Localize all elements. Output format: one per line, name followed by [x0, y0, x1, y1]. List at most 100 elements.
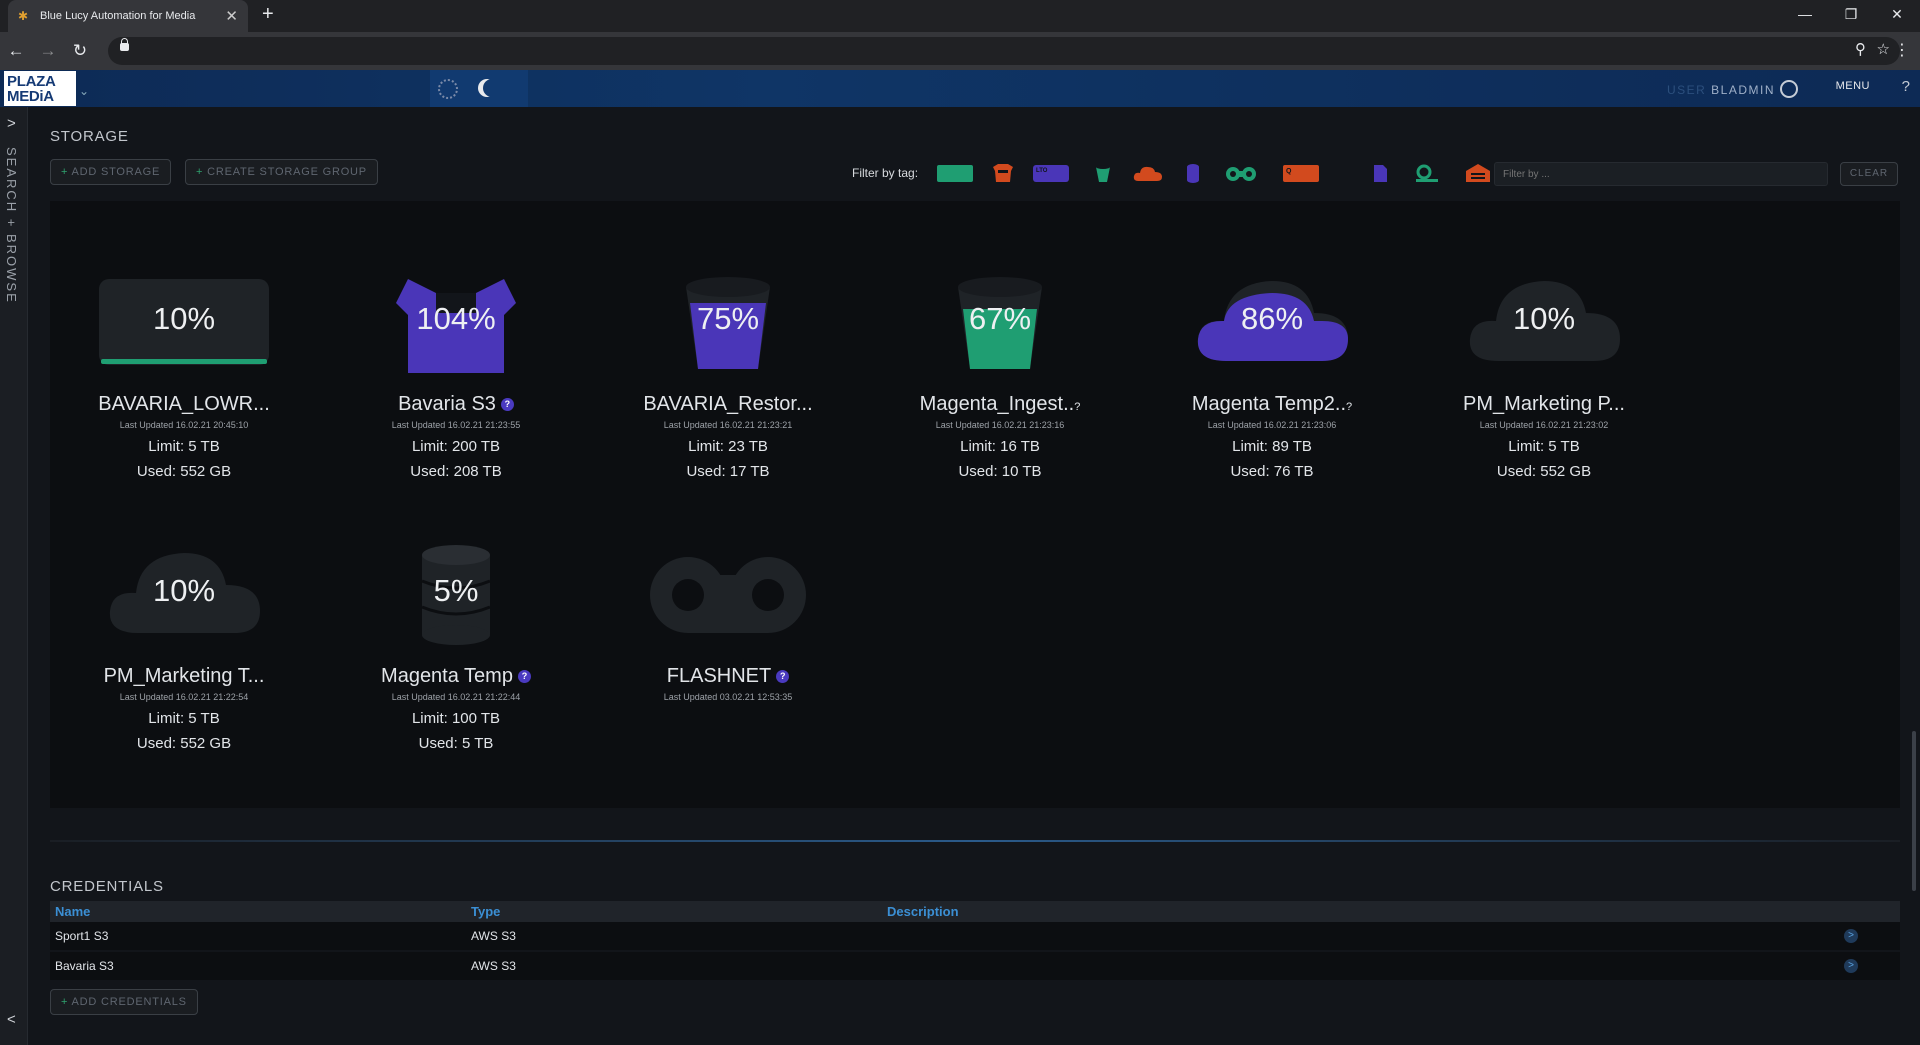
storage-limit: Limit: 16 TB — [960, 438, 1040, 455]
theme-switcher — [430, 70, 528, 107]
plaza-media-logo[interactable]: PLAZA MEDiA — [4, 71, 76, 106]
storage-card[interactable]: 10% BAVARIA_LOWR... Last Updated 16.02.2… — [74, 263, 294, 480]
chevron-right-icon[interactable]: > — [1844, 929, 1858, 943]
svg-text:LTO: LTO — [1036, 168, 1048, 174]
new-tab-button[interactable]: + — [262, 3, 274, 25]
usage-percent: 75% — [696, 301, 760, 336]
user-name: BLADMIN — [1711, 83, 1775, 97]
user-label: USER — [1666, 83, 1707, 97]
help-icon[interactable]: ? — [500, 398, 514, 412]
back-button[interactable]: ← — [7, 41, 25, 60]
bookmark-star-icon[interactable]: ☆ — [1876, 41, 1890, 58]
restore-button[interactable]: ❐ — [1844, 6, 1858, 22]
last-updated: Last Updated 16.02.21 21:23:55 — [391, 420, 521, 430]
storage-name: BAVARIA_LOWR... — [98, 393, 270, 415]
storage-limit: Limit: 5 TB — [148, 710, 220, 727]
last-updated: Last Updated 16.02.21 21:23:16 — [935, 420, 1065, 430]
server-tag-icon[interactable] — [1464, 162, 1492, 184]
storage-card[interactable]: 5% Magenta Temp? Last Updated 16.02.21 2… — [346, 535, 566, 752]
search-drive-tag-icon[interactable] — [1414, 162, 1440, 184]
storage-name: PM_Marketing P... — [1463, 393, 1625, 415]
create-storage-group-button[interactable]: + CREATE STORAGE GROUP — [185, 159, 378, 185]
cloud-icon — [1197, 281, 1348, 361]
chevron-down-icon[interactable]: ⌄ — [79, 84, 90, 98]
scrollbar-thumb[interactable] — [1912, 731, 1916, 891]
address-bar-row: ← → ↻ ⚲ ☆ ⋮ — [0, 32, 1920, 70]
storage-card[interactable]: 67% Magenta_Ingest..? Last Updated 16.02… — [890, 263, 1110, 480]
col-description[interactable]: Description — [887, 904, 959, 919]
reel-tag-icon[interactable] — [1224, 162, 1258, 184]
bucket-tag-icon[interactable] — [1092, 162, 1114, 184]
storage-name: Bavaria S3 — [398, 393, 496, 415]
help-icon[interactable]: ? — [1901, 78, 1910, 95]
minimize-button[interactable]: — — [1798, 6, 1812, 22]
storage-used: Used: 10 TB — [958, 463, 1042, 480]
chevron-right-icon[interactable]: > — [1844, 959, 1858, 973]
sun-icon[interactable] — [438, 79, 458, 99]
help-marker[interactable]: ? — [1346, 401, 1353, 413]
table-row[interactable]: Bavaria S3 AWS S3 > — [50, 952, 1900, 980]
storage-limit: Limit: 89 TB — [1232, 438, 1312, 455]
col-name[interactable]: Name — [55, 904, 91, 919]
menu-button[interactable]: MENU — [1835, 80, 1870, 92]
box-tag-icon[interactable] — [990, 162, 1016, 184]
storage-used: Used: 552 GB — [136, 735, 232, 752]
storage-card[interactable]: 86% Magenta Temp2..? Last Updated 16.02.… — [1162, 263, 1382, 480]
storage-card[interactable]: 104% Bavaria S3? Last Updated 16.02.21 2… — [346, 263, 566, 480]
favicon-icon: ✱ — [18, 9, 29, 23]
collapse-icon[interactable]: < — [7, 1011, 16, 1028]
bucket-icon — [958, 277, 1042, 369]
search-browse-sidebar[interactable]: > SEARCH + BROWSE < — [0, 107, 28, 1045]
create-group-label: CREATE STORAGE GROUP — [207, 166, 367, 178]
database-tag-icon[interactable] — [1182, 162, 1204, 184]
storage-name: Magenta_Ingest.. — [919, 393, 1075, 415]
clear-filter-button[interactable]: CLEAR — [1840, 162, 1898, 186]
close-tab-icon[interactable]: ✕ — [225, 8, 238, 25]
tape-tag-icon[interactable]: LTO — [1032, 162, 1070, 184]
svg-text:Q: Q — [1286, 168, 1292, 175]
lock-icon — [120, 38, 129, 51]
sd-card-tag-icon[interactable] — [1370, 162, 1390, 184]
cred-name: Bavaria S3 — [55, 959, 114, 973]
quantum-tag-icon[interactable]: Q — [1282, 162, 1320, 184]
storage-used: Used: 76 TB — [1230, 463, 1314, 480]
storage-grid: 10% BAVARIA_LOWR... Last Updated 16.02.2… — [50, 201, 1916, 891]
storage-card[interactable]: 10% PM_Marketing P... Last Updated 16.02… — [1434, 263, 1654, 480]
add-credentials-button[interactable]: + ADD CREDENTIALS — [50, 989, 198, 1015]
reload-button[interactable]: ↻ — [72, 41, 88, 60]
storage-card[interactable]: FLASHNET? Last Updated 03.02.21 12:53:35 — [618, 535, 838, 702]
table-row[interactable]: Sport1 S3 AWS S3 > — [50, 922, 1900, 950]
credentials-title: CREDENTIALS — [50, 878, 164, 895]
omnibox[interactable]: ⚲ ☆ — [108, 37, 1900, 65]
storage-name: PM_Marketing T... — [103, 665, 265, 687]
storage-used: Used: 17 TB — [686, 463, 770, 480]
help-icon[interactable]: ? — [517, 670, 531, 684]
storage-name: Magenta Temp — [381, 665, 513, 687]
add-storage-label: ADD STORAGE — [71, 166, 161, 178]
zoom-icon[interactable]: ⚲ — [1855, 41, 1866, 58]
moon-icon[interactable] — [483, 79, 501, 97]
help-marker[interactable]: ? — [1074, 401, 1081, 413]
storage-card[interactable]: 75% BAVARIA_Restor... Last Updated 16.02… — [618, 263, 838, 480]
app-header: PLAZA MEDiA ⌄ USER BLADMIN MENU ? — [0, 70, 1920, 107]
last-updated: Last Updated 03.02.21 12:53:35 — [663, 692, 793, 702]
help-icon[interactable]: ? — [776, 670, 790, 684]
expand-icon[interactable]: > — [7, 115, 16, 132]
col-type[interactable]: Type — [471, 904, 501, 919]
browser-menu-icon[interactable]: ⋮ — [1894, 42, 1910, 59]
cloud-tag-icon[interactable] — [1132, 162, 1164, 184]
storage-card[interactable]: 10% PM_Marketing T... Last Updated 16.02… — [74, 535, 294, 752]
forward-button[interactable]: → — [39, 41, 57, 60]
logout-icon[interactable] — [1780, 80, 1798, 98]
bucket-icon — [686, 277, 770, 369]
browser-tabstrip: ✱ Blue Lucy Automation for Media ✕ + — ❐… — [0, 0, 1920, 32]
browser-tab[interactable]: ✱ Blue Lucy Automation for Media ✕ — [8, 0, 248, 32]
cloud-icon — [1469, 281, 1620, 361]
close-window-button[interactable]: ✕ — [1891, 6, 1903, 22]
add-storage-button[interactable]: + ADD STORAGE — [50, 159, 172, 185]
filter-input[interactable] — [1494, 162, 1828, 186]
database-icon — [421, 545, 491, 645]
storage-used: Used: 208 TB — [410, 463, 502, 480]
tab-title: Blue Lucy Automation for Media — [40, 10, 196, 22]
drive-tag-icon[interactable] — [936, 162, 974, 184]
